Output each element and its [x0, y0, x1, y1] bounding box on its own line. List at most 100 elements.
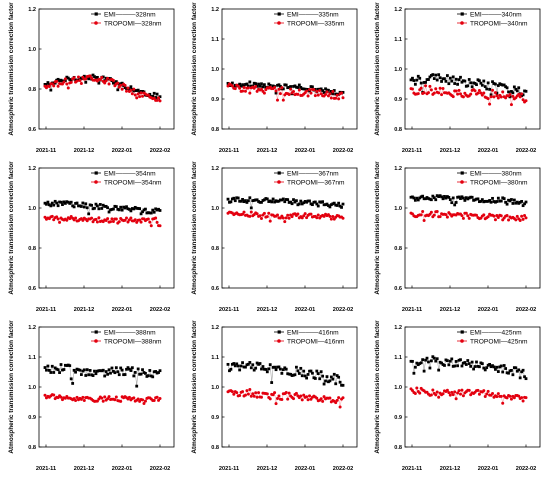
- legend-marker: [460, 171, 464, 175]
- data-point: [143, 399, 147, 403]
- x-tick-label: 2021-11: [36, 307, 56, 313]
- data-point: [130, 366, 134, 370]
- data-point: [476, 388, 480, 392]
- data-point: [424, 197, 427, 201]
- legend-label: TROPOMI—335nm: [287, 20, 345, 27]
- data-point: [469, 92, 473, 96]
- data-point: [255, 361, 259, 365]
- data-point: [489, 93, 493, 97]
- data-point: [154, 96, 158, 99]
- data-point: [505, 396, 509, 400]
- chart-panel-8: 0.8 0.9 1.0 1.1 1.2 2021-11 2021-12 2022-01 2022…: [184, 319, 367, 478]
- data-point: [413, 365, 417, 369]
- data-point: [464, 196, 468, 200]
- data-point: [491, 88, 495, 92]
- data-point: [434, 393, 438, 397]
- data-point: [53, 199, 57, 203]
- data-point: [295, 85, 298, 89]
- data-point: [252, 81, 256, 85]
- data-point: [341, 202, 345, 206]
- data-point: [515, 214, 519, 218]
- data-point: [434, 87, 438, 91]
- data-point: [265, 392, 269, 396]
- data-point: [496, 196, 500, 200]
- data-point: [424, 358, 427, 362]
- data-point: [244, 83, 247, 86]
- data-point: [477, 392, 481, 396]
- data-point: [84, 80, 88, 84]
- data-point: [151, 208, 155, 212]
- data-point: [158, 397, 162, 401]
- data-point: [437, 395, 441, 399]
- data-point: [482, 91, 486, 95]
- data-point: [467, 388, 471, 392]
- data-point: [152, 91, 156, 95]
- data-point: [463, 361, 467, 364]
- data-point: [254, 198, 258, 202]
- data-point: [154, 207, 158, 211]
- data-point: [116, 370, 120, 374]
- chart-panel-9: 0.8 0.9 1.0 1.1 1.2 2021-11 2021-12 2022-01 2022…: [367, 319, 550, 478]
- data-point: [246, 392, 250, 396]
- x-tick-label: 2021-12: [257, 148, 278, 154]
- data-point: [233, 87, 237, 91]
- data-point: [419, 213, 423, 217]
- data-point: [478, 79, 481, 83]
- data-point: [524, 89, 528, 93]
- data-point: [489, 200, 493, 204]
- data-point: [126, 86, 130, 90]
- data-point: [305, 216, 309, 220]
- data-point: [427, 360, 430, 364]
- data-point: [91, 207, 95, 211]
- data-point: [117, 208, 121, 212]
- data-point: [445, 74, 449, 77]
- data-point: [445, 215, 449, 219]
- y-tick-label: 0.8: [28, 87, 36, 93]
- data-point: [412, 79, 416, 82]
- data-point: [299, 394, 303, 398]
- data-point: [136, 88, 140, 92]
- data-point: [460, 364, 464, 368]
- data-point: [441, 363, 445, 366]
- data-point: [337, 92, 341, 96]
- data-point: [142, 402, 146, 406]
- data-point: [309, 91, 313, 95]
- data-point: [74, 399, 78, 403]
- data-point: [424, 84, 428, 88]
- data-point: [158, 99, 162, 103]
- data-point: [109, 371, 112, 375]
- legend-marker: [460, 12, 464, 16]
- data-point: [511, 373, 515, 377]
- data-point: [302, 369, 306, 373]
- data-point: [273, 391, 277, 395]
- data-point: [508, 394, 512, 398]
- data-point: [236, 84, 240, 88]
- legend-label: TROPOMI—340nm: [470, 20, 528, 27]
- data-point: [303, 374, 307, 378]
- y-tick-label: 0.6: [28, 286, 36, 292]
- x-tick-label: 2021-12: [257, 466, 278, 472]
- data-point: [52, 218, 56, 222]
- data-point: [58, 220, 62, 224]
- legend-label: TROPOMI—388nm: [104, 338, 162, 345]
- data-point: [326, 94, 330, 98]
- data-point: [271, 365, 275, 369]
- data-point: [327, 380, 330, 384]
- data-point: [59, 78, 63, 82]
- data-point: [303, 87, 307, 91]
- data-point: [138, 372, 142, 376]
- data-point: [58, 79, 61, 83]
- data-point: [120, 87, 124, 91]
- data-point: [315, 89, 319, 93]
- data-point: [96, 75, 99, 79]
- data-point: [509, 103, 513, 107]
- data-point: [316, 93, 320, 97]
- data-point: [104, 79, 108, 83]
- data-point: [482, 389, 486, 393]
- data-point: [415, 386, 419, 390]
- data-point: [466, 359, 470, 362]
- data-point: [415, 361, 419, 365]
- data-point: [454, 201, 458, 204]
- data-point: [281, 197, 285, 201]
- x-tick-label: 2021-11: [402, 307, 422, 313]
